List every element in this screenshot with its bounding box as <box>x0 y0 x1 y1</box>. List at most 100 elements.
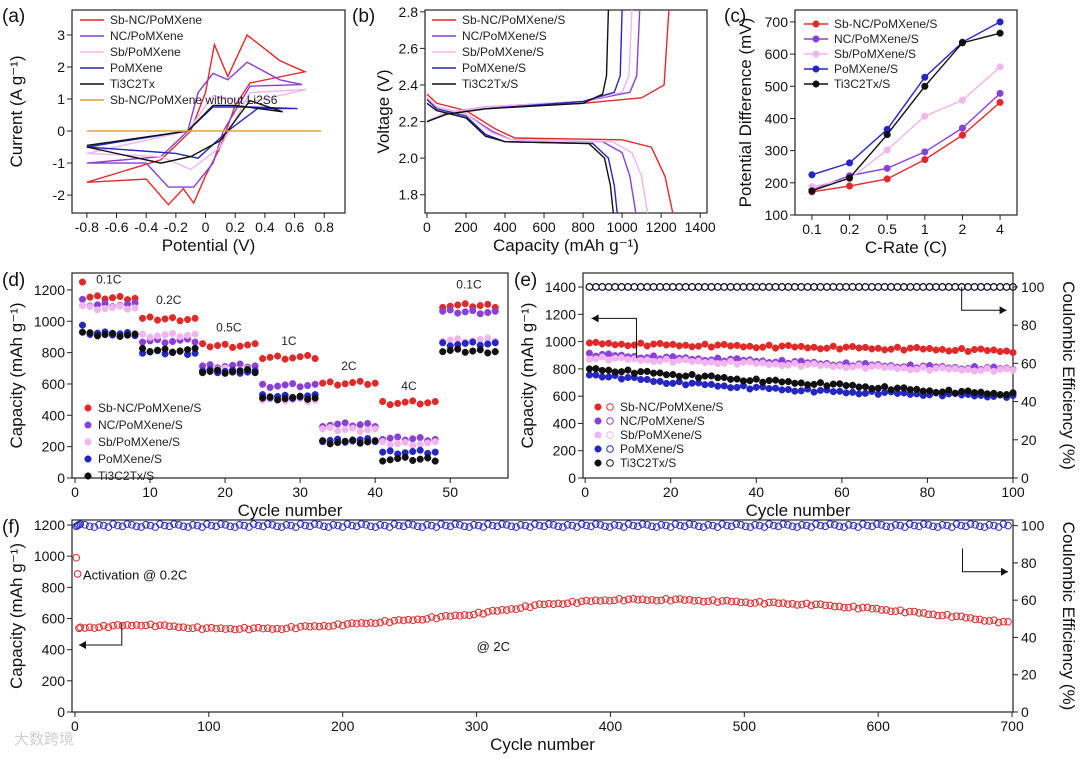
capacity-point <box>906 386 914 394</box>
data-point <box>229 343 237 351</box>
data-point <box>364 380 372 388</box>
ce-point <box>324 523 333 531</box>
data-point <box>214 366 222 374</box>
y-tick-label: 200 <box>553 443 577 459</box>
legend-label: Ti3C2Tx/S <box>834 77 890 91</box>
capacity-point <box>704 597 712 606</box>
capacity-point <box>849 343 857 351</box>
legend-label: Ti3C2Tx <box>110 77 155 91</box>
capacity-point <box>591 596 600 605</box>
data-point <box>93 332 102 340</box>
panel-label: (d) <box>2 270 25 291</box>
ce-point <box>254 521 263 530</box>
capacity-point <box>343 620 352 628</box>
data-point <box>431 448 439 456</box>
data-point <box>341 437 349 445</box>
x-tick-label: 40 <box>748 484 764 500</box>
capacity-point <box>605 356 613 364</box>
capacity-point <box>263 624 272 632</box>
capacity-point <box>905 607 914 616</box>
ce-point <box>657 521 666 529</box>
capacity-point <box>855 361 863 369</box>
capacity-point <box>771 360 780 368</box>
capacity-point <box>858 603 867 612</box>
capacity-point <box>598 373 606 381</box>
capacity-point <box>976 615 984 624</box>
ce-point <box>226 522 235 531</box>
ce-point <box>699 523 708 531</box>
data-point <box>409 456 417 464</box>
capacity-point <box>810 360 818 368</box>
ce-point <box>343 520 352 528</box>
legend-label: Sb-NC/PoMXene/S <box>834 17 937 31</box>
data-point <box>116 332 124 341</box>
capacity-point <box>746 358 754 366</box>
capacity-point <box>605 596 614 605</box>
capacity-point <box>682 372 690 380</box>
x-tick-label: 0 <box>202 219 210 235</box>
ce-point <box>873 520 881 528</box>
capacity-point <box>675 342 683 350</box>
ce-point <box>484 520 492 528</box>
capacity-point <box>669 370 677 379</box>
capacity-point <box>919 345 927 353</box>
ce-point <box>310 520 319 528</box>
data-point <box>236 342 244 350</box>
capacity-point <box>296 622 305 631</box>
ce-point <box>516 521 525 529</box>
data-point <box>296 353 304 361</box>
capacity-point <box>601 596 609 604</box>
data-point <box>116 302 124 310</box>
data-point <box>123 305 132 313</box>
capacity-point <box>733 383 741 391</box>
x-tick-label: 800 <box>571 219 595 235</box>
capacity-point <box>688 357 696 365</box>
data-point <box>161 331 169 339</box>
y-tick-label: 3 <box>57 27 65 43</box>
capacity-point <box>804 381 812 389</box>
capacity-point <box>240 623 249 632</box>
capacity-point <box>970 346 979 354</box>
capacity-point <box>926 387 934 395</box>
capacity-point <box>896 606 905 615</box>
ce-point <box>1004 521 1012 530</box>
data-point <box>146 313 154 321</box>
ce-point <box>554 522 563 531</box>
data-point <box>199 369 207 377</box>
capacity-point <box>823 382 831 390</box>
ce-point <box>662 283 671 291</box>
data-point <box>386 456 394 464</box>
data-point <box>461 300 469 308</box>
capacity-point <box>977 366 985 374</box>
ce-point <box>1002 283 1011 291</box>
ce-point <box>662 521 670 530</box>
capacity-point <box>617 368 626 376</box>
ce-point <box>741 522 750 531</box>
y-tick-label: 0 <box>57 704 65 720</box>
legend-marker <box>812 80 820 88</box>
capacity-point <box>474 608 483 617</box>
capacity-point <box>545 599 553 608</box>
capacity-point <box>881 363 889 372</box>
x-tick-label: -0.2 <box>164 219 188 235</box>
ce-point <box>598 283 607 291</box>
x-tick-label: 60 <box>834 484 850 500</box>
capacity-point <box>932 346 940 354</box>
ce-point <box>893 283 902 291</box>
data-point <box>93 292 102 300</box>
capacity-point <box>577 597 586 606</box>
ce-point <box>751 521 759 529</box>
ce-point <box>874 283 883 291</box>
capacity-point <box>924 610 933 619</box>
capacity-point <box>913 344 921 352</box>
capacity-point <box>648 595 656 604</box>
y2-tick-label: 80 <box>1021 555 1037 571</box>
x-axis-label: Cycle number <box>746 501 851 520</box>
y2-tick-label: 60 <box>1021 592 1037 608</box>
ce-point <box>877 521 886 529</box>
cv-curve-1 <box>86 61 303 188</box>
data-point <box>244 341 252 349</box>
data-point <box>199 340 207 348</box>
capacity-point <box>962 613 970 622</box>
y2-axis-label: Coulombic Efficiency (%) <box>1059 522 1078 711</box>
